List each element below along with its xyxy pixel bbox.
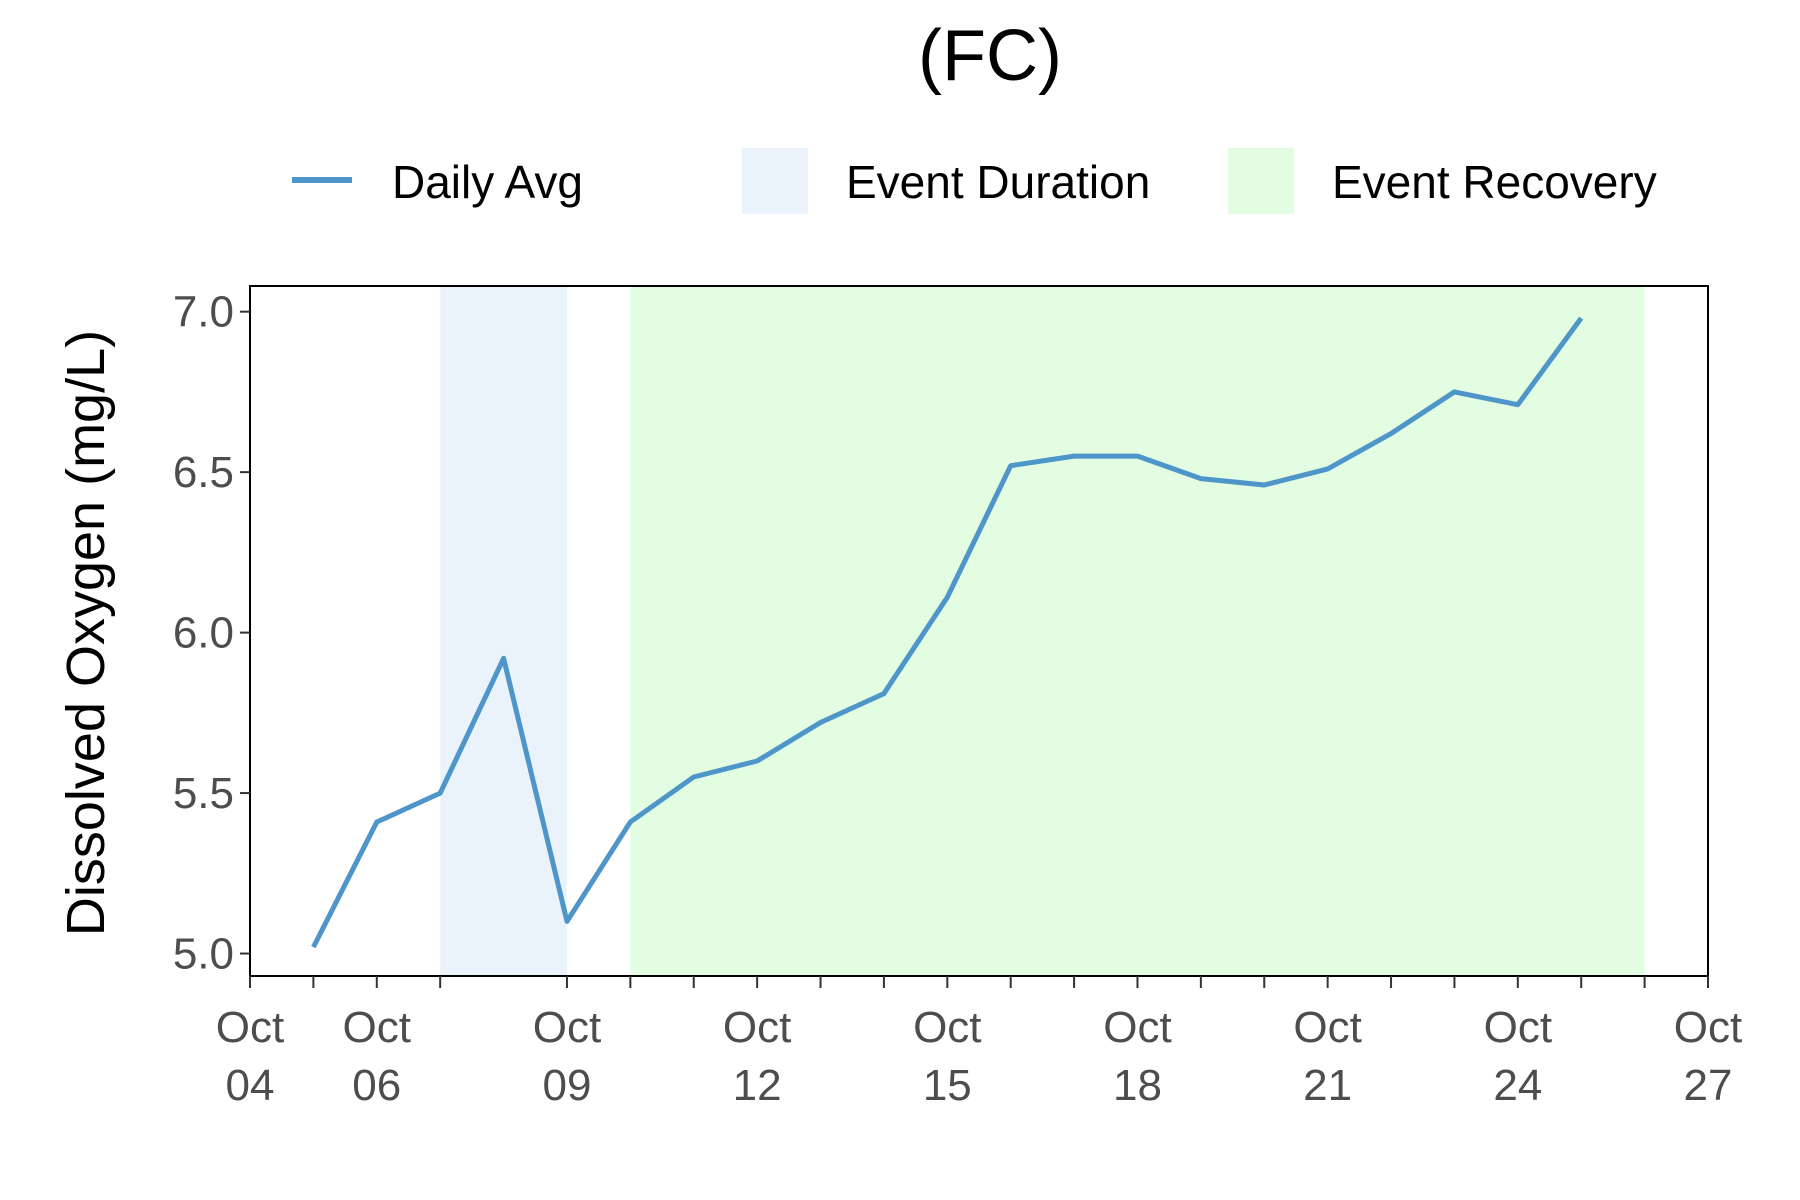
series-layer [311, 316, 1584, 949]
x-tick-label-month: Oct [533, 1003, 601, 1052]
x-axis: Oct 04 Oct 06 Oct 09 Oct 12 Oct 15 Oct 18 Oct 21 Oct 24… [216, 976, 1742, 1110]
y-tick-label: 6.5 [173, 448, 234, 497]
shaded-region-event-recovery [630, 286, 1645, 976]
y-tick-label: 7.0 [173, 288, 234, 337]
legend: Daily Avg Event Duration Event Recovery [292, 148, 1657, 214]
y-tick-label: 5.5 [173, 769, 234, 818]
y-tick-label: 5.0 [173, 930, 234, 979]
legend-item-daily-avg: Daily Avg [292, 156, 583, 208]
x-tick-label-month: Oct [913, 1003, 981, 1052]
x-tick-label-day: 06 [352, 1061, 401, 1110]
x-tick-label-day: 21 [1303, 1061, 1352, 1110]
y-axis-title: Dissolved Oxygen (mg/L) [56, 330, 116, 936]
legend-item-event-recovery: Event Recovery [1228, 148, 1657, 214]
x-tick-label-day: 04 [226, 1061, 275, 1110]
plot-panel-border [249, 285, 1709, 977]
x-tick-label-month: Oct [1484, 1003, 1552, 1052]
x-tick-label-day: 24 [1493, 1061, 1542, 1110]
shaded-region-event-duration [440, 286, 567, 976]
shaded-regions [440, 286, 1645, 976]
legend-item-event-duration: Event Duration [742, 148, 1150, 214]
chart-title: (FC) [918, 16, 1062, 96]
x-tick-label-month: Oct [1103, 1003, 1171, 1052]
x-tick-label-day: 15 [923, 1061, 972, 1110]
legend-swatch-event-recovery [1228, 148, 1294, 214]
legend-label-event-recovery: Event Recovery [1332, 156, 1657, 208]
x-tick-label-month: Oct [216, 1003, 284, 1052]
y-axis: 5.0 5.5 6.0 6.5 7.0 [173, 288, 250, 979]
x-tick-label-day: 27 [1684, 1061, 1733, 1110]
x-tick-label-day: 12 [733, 1061, 782, 1110]
legend-label-daily-avg: Daily Avg [392, 156, 583, 208]
x-tick-label-month: Oct [343, 1003, 411, 1052]
x-tick-label-month: Oct [1293, 1003, 1361, 1052]
x-tick-label-month: Oct [723, 1003, 791, 1052]
legend-label-event-duration: Event Duration [846, 156, 1150, 208]
legend-swatch-event-duration [742, 148, 808, 214]
y-tick-label: 6.0 [173, 609, 234, 658]
x-tick-label-day: 09 [542, 1061, 591, 1110]
x-tick-label-month: Oct [1674, 1003, 1742, 1052]
x-tick-label-day: 18 [1113, 1061, 1162, 1110]
